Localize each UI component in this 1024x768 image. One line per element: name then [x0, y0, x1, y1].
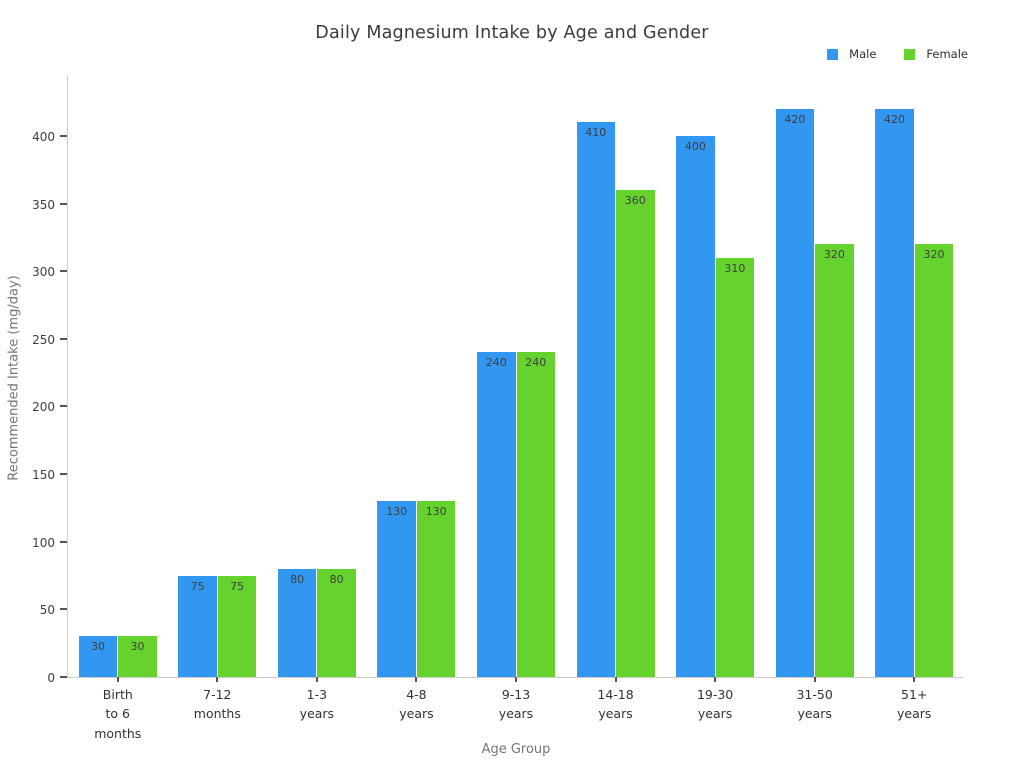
y-tick-label: 250	[32, 332, 55, 347]
bar-value-label: 80	[329, 572, 344, 586]
chart-title: Daily Magnesium Intake by Age and Gender	[315, 23, 709, 43]
x-tick-mark	[813, 677, 816, 682]
y-tick-mark	[60, 405, 67, 408]
x-tick-label: 4-8 years	[399, 687, 434, 722]
bar-value-label: 30	[130, 640, 145, 654]
bar-male-1: 75	[178, 575, 217, 677]
x-tick-mark	[415, 677, 418, 682]
bar-male-0: 30	[78, 636, 118, 677]
y-tick-label: 150	[32, 468, 55, 483]
bar-value-label: 310	[724, 261, 746, 275]
legend: Male Female	[827, 47, 968, 61]
bar-value-label: 400	[684, 139, 706, 153]
bar-value-label: 320	[923, 248, 945, 262]
x-tick-mark	[913, 677, 916, 682]
bar-female-3: 130	[416, 501, 456, 677]
bar-male-4: 240	[477, 352, 516, 677]
x-tick-label: 31-50 years	[796, 687, 833, 722]
bar-value-label: 360	[624, 194, 646, 207]
bar-male-7: 420	[775, 108, 815, 677]
bar-value-label: 420	[784, 112, 806, 126]
x-tick-label: Birth to 6 months	[94, 687, 142, 741]
bar-value-label: 240	[485, 356, 507, 370]
x-tick-mark	[515, 677, 517, 682]
y-tick-mark	[60, 540, 67, 543]
legend-item-male: Male	[827, 47, 876, 61]
x-tick-mark	[116, 677, 119, 682]
bar-value-label: 320	[823, 248, 845, 262]
bar-female-6: 310	[715, 257, 755, 677]
y-tick-mark	[60, 337, 67, 340]
bar-male-6: 400	[676, 135, 715, 677]
x-tick-label: 1-3 years	[299, 687, 335, 722]
x-tick-mark	[714, 677, 717, 682]
bar-value-label: 410	[585, 126, 607, 140]
legend-label: Female	[926, 47, 968, 61]
bar-female-5: 360	[616, 190, 655, 677]
y-tick-mark	[60, 270, 67, 273]
bar-male-8: 420	[875, 108, 914, 677]
bar-female-1: 75	[217, 575, 257, 677]
y-axis-title: Recommended Intake (mg/day)	[6, 275, 22, 481]
y-tick-mark	[60, 202, 67, 205]
bar-value-label: 80	[290, 572, 305, 586]
y-tick-mark	[60, 608, 67, 611]
bar-male-5: 410	[576, 122, 616, 677]
x-tick-mark	[614, 677, 617, 682]
x-tick-label: 9-13 years	[498, 687, 534, 722]
y-tick-label: 100	[32, 535, 55, 550]
legend-item-female: Female	[904, 47, 968, 61]
plot-area: 0 50 100 150 200 250 300 350 400 Birth to 6 month…	[32, 75, 964, 741]
legend-swatch-female	[904, 48, 916, 60]
bar-value-label: 75	[190, 579, 205, 593]
bar-female-4: 240	[516, 352, 555, 677]
y-tick-label: 350	[32, 197, 55, 212]
bar-value-label: 130	[425, 505, 447, 519]
y-tick-label: 200	[32, 400, 55, 415]
bar-value-label: 420	[883, 112, 905, 126]
bar-value-label: 240	[525, 356, 547, 370]
bar-value-label: 75	[230, 579, 245, 593]
x-tick-mark	[216, 677, 219, 682]
x-axis-title: Age Group	[481, 742, 551, 757]
y-tick-mark	[60, 134, 67, 137]
x-tick-mark	[315, 677, 318, 682]
bar-male-3: 130	[377, 501, 416, 677]
x-tick-label: 7-12 months	[193, 687, 241, 722]
x-tick-label: 14-18 years	[597, 687, 634, 722]
x-tick-label: 51+ years	[897, 687, 932, 722]
y-tick-mark	[60, 676, 67, 678]
y-tick-label: 50	[39, 603, 55, 618]
bar-female-7: 320	[815, 244, 854, 677]
y-tick-label: 0	[47, 671, 55, 685]
legend-label: Male	[849, 47, 877, 61]
x-tick-label: 19-30 years	[696, 687, 734, 722]
y-tick-mark	[60, 473, 67, 476]
y-axis-line	[67, 75, 68, 677]
y-tick-label: 300	[32, 265, 55, 280]
bar-female-0: 30	[118, 636, 157, 677]
bar-female-2: 80	[317, 568, 356, 677]
bar-value-label: 30	[91, 640, 106, 654]
bar-male-2: 80	[277, 568, 317, 677]
y-tick-label: 400	[32, 129, 55, 144]
bar-value-label: 130	[386, 505, 408, 519]
bar-female-8: 320	[914, 244, 954, 677]
legend-swatch-male	[827, 48, 839, 60]
